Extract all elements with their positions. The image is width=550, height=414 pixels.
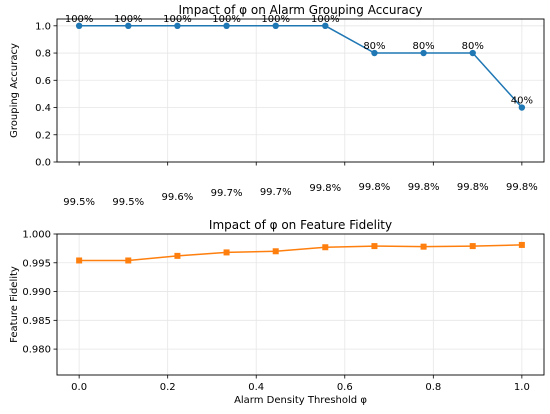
chart-1-series-line-0 <box>79 25 523 109</box>
chart-1-point-8 <box>469 49 476 57</box>
chart-1-ytick-label-3: 0.6 <box>35 76 51 87</box>
chart-2-xtick-label-5: 1.0 <box>514 382 530 393</box>
chart-1-point-label-7: 80% <box>412 41 434 52</box>
chart-1-point-label-2: 100% <box>163 14 192 25</box>
chart-1-point-1 <box>125 22 132 30</box>
chart-1-point-label-8: 80% <box>462 41 484 52</box>
chart-2-ytick-label-3: 0.995 <box>22 258 51 269</box>
chart-2-axes-frame <box>56 233 545 376</box>
chart-1-below-label-5: 99.8% <box>309 183 341 194</box>
chart-2-point-6 <box>371 243 378 250</box>
chart-2-point-1 <box>125 257 132 264</box>
chart-2-ytick-label-2: 0.990 <box>22 287 51 298</box>
chart-1-point-label-1: 100% <box>114 14 143 25</box>
chart-1-point-5 <box>322 22 329 30</box>
chart-2-ytick-label-1: 0.985 <box>22 316 51 327</box>
chart-1-below-label-6: 99.8% <box>359 182 391 193</box>
chart-2-title: Impact of φ on Feature Fidelity <box>209 218 392 232</box>
chart-2-xlabel: Alarm Density Threshold φ <box>234 395 367 406</box>
chart-1-point-2 <box>174 22 181 30</box>
chart-1-point-label-6: 80% <box>363 41 385 52</box>
chart-1-point-label-3: 100% <box>212 14 241 25</box>
chart-1-point-label-9: 40% <box>511 96 533 107</box>
chart-1-ytick-label-2: 0.4 <box>35 103 51 114</box>
chart-2-point-5 <box>322 244 329 251</box>
chart-1-ytick-label-5: 1.0 <box>35 21 51 32</box>
chart-1-point-4 <box>272 22 279 30</box>
chart-1-point-label-0: 100% <box>65 14 94 25</box>
chart-2-point-3 <box>223 249 230 256</box>
chart-1-below-label-8: 99.8% <box>457 182 489 193</box>
chart-1-ytick-label-4: 0.8 <box>35 49 51 60</box>
chart-1-point-6 <box>371 49 378 57</box>
chart-1-below-label-1: 99.5% <box>112 197 144 208</box>
chart-1-below-label-4: 99.7% <box>260 187 292 198</box>
chart-1-point-0 <box>75 22 83 30</box>
chart-2-point-7 <box>420 243 427 250</box>
chart-1-ytick-label-1: 0.2 <box>35 130 51 141</box>
chart-1-below-label-7: 99.8% <box>408 182 440 193</box>
chart-1-point-label-4: 100% <box>261 14 290 25</box>
chart-2-xtick-label-1: 0.2 <box>160 382 176 393</box>
chart-2-ytick-label-0: 0.980 <box>22 345 51 356</box>
chart-1-ytick-label-0: 0.0 <box>35 158 51 169</box>
chart-1-point-3 <box>223 22 230 30</box>
chart-1-below-label-2: 99.6% <box>162 192 194 203</box>
chart-2-point-9 <box>518 241 525 248</box>
chart-1-below-label-3: 99.7% <box>211 188 243 199</box>
chart-1-point-label-5: 100% <box>311 14 340 25</box>
chart-1-title: Impact of φ on Alarm Grouping Accuracy <box>178 3 422 17</box>
chart-1-below-label-0: 99.5% <box>63 197 95 208</box>
chart-1-below-label-9: 99.8% <box>506 182 538 193</box>
chart-2-xtick-label-2: 0.4 <box>248 382 264 393</box>
chart-1-point-9 <box>518 104 526 111</box>
chart-2-point-8 <box>469 243 476 250</box>
chart-2-series-line-0 <box>79 244 522 262</box>
chart-1-ylabel: Grouping Accuracy <box>9 43 20 138</box>
chart-2-ylabel: Feature Fidelity <box>9 266 20 343</box>
chart-2-xtick-label-0: 0.0 <box>71 382 87 393</box>
chart-2-point-4 <box>272 248 279 255</box>
chart-2-xtick-label-4: 0.8 <box>425 382 441 393</box>
chart-2-ytick-label-4: 1.000 <box>22 230 51 241</box>
chart-2-xtick-label-3: 0.6 <box>337 382 353 393</box>
chart-2-point-2 <box>174 252 181 259</box>
chart-1-point-7 <box>420 49 427 57</box>
chart-1-axes-frame <box>56 18 545 163</box>
chart-2-point-0 <box>76 257 83 264</box>
